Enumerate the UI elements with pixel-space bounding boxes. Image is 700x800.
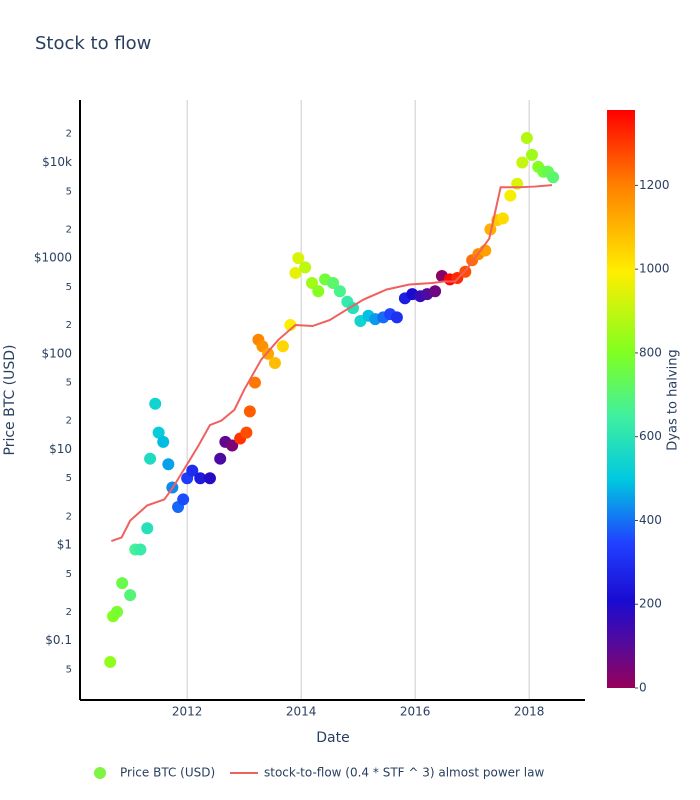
price-point bbox=[299, 261, 312, 274]
price-point bbox=[177, 493, 190, 506]
price-point bbox=[214, 452, 227, 465]
price-point bbox=[243, 405, 256, 418]
colorbar-tick-label: 600 bbox=[639, 429, 662, 443]
y-tick-label: 5 bbox=[66, 282, 72, 293]
price-point bbox=[520, 132, 533, 145]
y-tick-label: 5 bbox=[66, 473, 72, 484]
price-point bbox=[305, 276, 318, 289]
x-tick-label: 2016 bbox=[400, 705, 431, 719]
y-tick-label: 5 bbox=[66, 186, 72, 197]
x-tick-label: 2014 bbox=[286, 705, 317, 719]
y-tick-label: $10k bbox=[42, 155, 72, 169]
price-point bbox=[240, 426, 253, 439]
price-point bbox=[111, 605, 124, 618]
price-point bbox=[312, 285, 325, 298]
colorbar-title: Dyas to halving bbox=[666, 349, 681, 450]
price-point bbox=[333, 285, 346, 298]
colorbar-tick-label: 200 bbox=[639, 597, 662, 611]
price-point bbox=[327, 276, 340, 289]
price-point bbox=[162, 458, 175, 471]
y-axis-title: Price BTC (USD) bbox=[2, 344, 18, 455]
colorbar-tick-label: 1200 bbox=[639, 178, 670, 192]
price-point bbox=[289, 266, 302, 279]
y-tick-label: 2 bbox=[66, 607, 72, 618]
colorbar-tick-label: 1000 bbox=[639, 262, 670, 276]
price-point bbox=[104, 655, 117, 668]
y-tick-label: 2 bbox=[66, 224, 72, 235]
x-tick-label: 2018 bbox=[514, 705, 545, 719]
chart-title: Stock to flow bbox=[35, 33, 151, 54]
y-tick-label: 2 bbox=[66, 320, 72, 331]
price-point bbox=[516, 156, 529, 169]
price-point bbox=[124, 589, 137, 602]
y-tick-label: $10 bbox=[49, 442, 72, 456]
x-axis-title: Date bbox=[316, 730, 349, 746]
price-point bbox=[262, 347, 275, 360]
legend-label: Price BTC (USD) bbox=[120, 766, 215, 780]
x-tick-label: 2012 bbox=[172, 705, 203, 719]
price-point bbox=[268, 357, 281, 370]
y-tick-label: $100 bbox=[41, 346, 72, 360]
colorbar-tick-label: 400 bbox=[639, 513, 662, 527]
price-point bbox=[186, 464, 199, 477]
legend-marker bbox=[94, 767, 106, 779]
y-tick-label: 5 bbox=[66, 569, 72, 580]
price-point bbox=[144, 452, 157, 465]
y-tick-label: $1000 bbox=[34, 251, 72, 265]
y-tick-label: 5 bbox=[66, 378, 72, 389]
price-point bbox=[547, 171, 560, 184]
price-point bbox=[141, 522, 154, 535]
price-point bbox=[203, 472, 216, 485]
y-tick-label: 2 bbox=[66, 511, 72, 522]
price-point bbox=[525, 148, 538, 161]
price-point bbox=[149, 397, 162, 410]
legend-label: stock-to-flow (0.4 * STF ^ 3) almost pow… bbox=[264, 766, 544, 780]
colorbar-tick-label: 800 bbox=[639, 345, 662, 359]
y-tick-label: 2 bbox=[66, 416, 72, 427]
price-point bbox=[504, 189, 517, 202]
colorbar bbox=[607, 110, 635, 688]
stf-line bbox=[111, 184, 553, 543]
price-point bbox=[194, 472, 207, 485]
price-point bbox=[134, 543, 147, 556]
y-tick-label: 5 bbox=[66, 665, 72, 676]
price-point bbox=[116, 577, 129, 590]
price-point bbox=[292, 252, 305, 265]
y-tick-label: $0.1 bbox=[45, 633, 72, 647]
price-point bbox=[248, 376, 261, 389]
price-point bbox=[226, 439, 239, 452]
plot-area bbox=[104, 132, 560, 668]
y-tick-label: $1 bbox=[57, 538, 72, 552]
price-point bbox=[496, 212, 509, 225]
price-point bbox=[390, 311, 403, 324]
price-point bbox=[157, 435, 170, 448]
y-tick-label: 2 bbox=[66, 129, 72, 140]
colorbar-tick-label: 0 bbox=[639, 681, 647, 695]
price-point bbox=[276, 340, 289, 353]
price-point bbox=[152, 426, 165, 439]
price-point bbox=[429, 285, 442, 298]
